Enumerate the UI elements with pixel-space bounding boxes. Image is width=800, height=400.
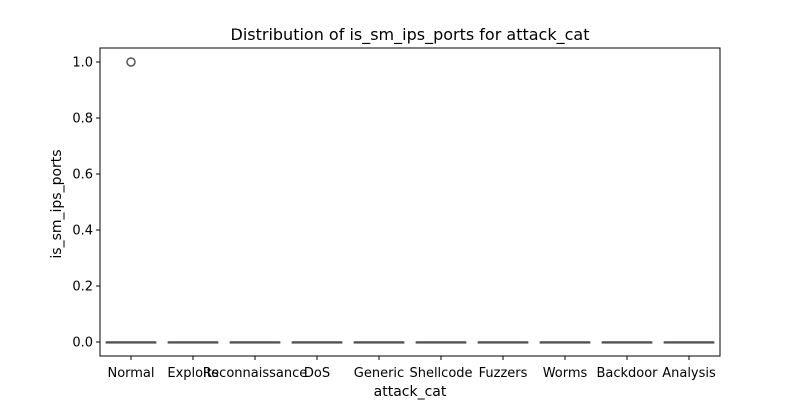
x-tick-label: Analysis (662, 366, 716, 381)
x-tick-label: Normal (107, 366, 154, 381)
plot-area-frame (99, 47, 721, 357)
box-generic (353, 341, 405, 344)
box-worms (539, 341, 591, 344)
box-dos (291, 341, 343, 344)
y-axis: 0.0 0.2 0.4 0.6 0.8 1.0 (72, 56, 100, 351)
y-tick-label: 0.4 (72, 224, 93, 239)
y-tick-label: 1.0 (72, 56, 93, 71)
box-normal (105, 57, 157, 344)
box-shellcode (415, 341, 467, 344)
x-tick-label: Generic (354, 366, 404, 381)
chart-title: Distribution of is_sm_ips_ports for atta… (231, 25, 590, 45)
x-tick-label: Backdoor (596, 366, 658, 381)
outlier-point (126, 57, 136, 67)
y-tick-label: 0.6 (72, 168, 93, 183)
y-axis-label: is_sm_ips_ports (49, 149, 65, 258)
x-axis-label: attack_cat (374, 384, 447, 400)
y-tick-label: 0.8 (72, 112, 93, 127)
plot-marks (105, 57, 715, 344)
x-tick-label: Exploits (167, 366, 218, 381)
x-tick-label: Fuzzers (479, 366, 528, 381)
box-reconnaissance (229, 341, 281, 344)
x-tick-label: Worms (543, 366, 588, 381)
x-tick-label: Reconnaissance (203, 366, 308, 381)
box-backdoor (601, 341, 653, 344)
box-exploits (167, 341, 219, 344)
box-fuzzers (477, 341, 529, 344)
box-analysis (663, 341, 715, 344)
y-tick-label: 0.2 (72, 280, 93, 295)
x-tick-label: Shellcode (409, 366, 472, 381)
y-tick-label: 0.0 (72, 336, 93, 351)
x-tick-label: DoS (304, 366, 330, 381)
